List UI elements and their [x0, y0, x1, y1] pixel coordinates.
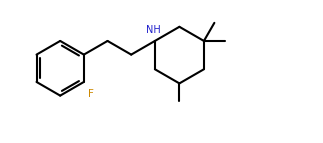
Text: F: F — [88, 89, 94, 99]
Text: NH: NH — [146, 25, 161, 35]
